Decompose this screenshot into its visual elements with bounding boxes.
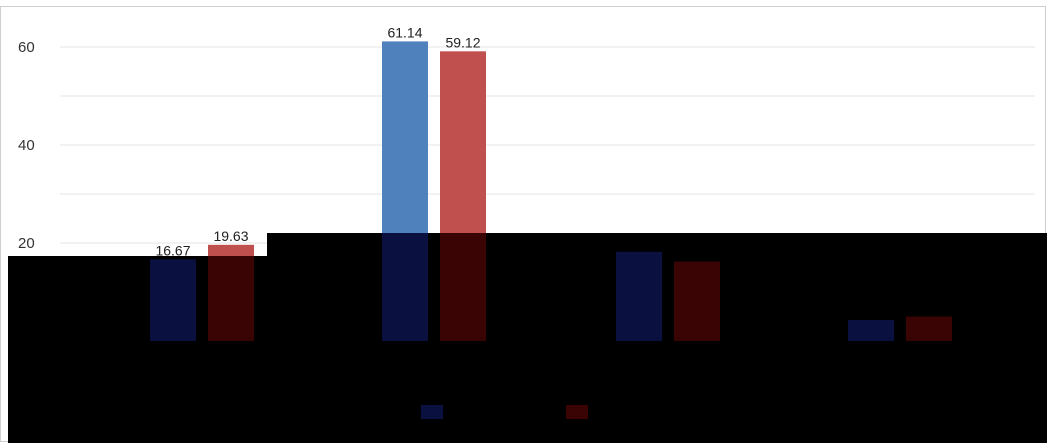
bar-occluded (616, 251, 662, 341)
data-label: 59.12 (445, 34, 480, 50)
data-label: 61.14 (387, 24, 422, 40)
bar-occluded (150, 259, 196, 341)
y-axis: 20 40 60 (18, 39, 35, 252)
y-tick-label: 20 (18, 235, 35, 252)
bar-occluded (440, 233, 486, 341)
y-tick-label: 40 (18, 137, 35, 154)
bar-occluded (382, 233, 428, 341)
legend-swatch (566, 405, 588, 419)
y-tick-label: 60 (18, 39, 35, 56)
bar-occluded (208, 256, 254, 341)
data-label: 16.67 (155, 242, 190, 258)
bar-occluded (674, 261, 720, 341)
data-labels: 16.67 61.14 19.63 59.12 (155, 24, 480, 258)
bar-occluded (848, 319, 894, 341)
data-label: 19.63 (213, 228, 248, 244)
bar-occluded (906, 316, 952, 341)
legend-swatch (421, 405, 443, 419)
occluded-marks (150, 233, 952, 419)
